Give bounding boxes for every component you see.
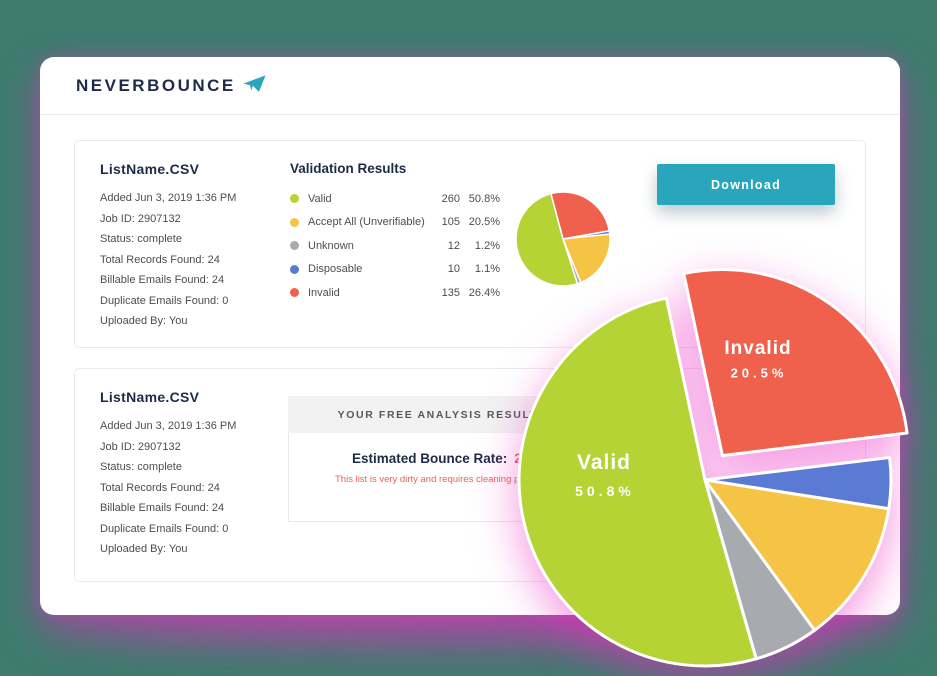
legend-percent: 20.5% — [468, 216, 500, 229]
pie-label-invalid: Invalid — [724, 338, 792, 359]
legend-count: 105 — [441, 216, 460, 229]
list-details: Added Jun 3, 2019 1:36 PM Job ID: 290713… — [100, 188, 236, 332]
download-button[interactable]: Download — [657, 164, 835, 205]
validation-results: Validation Results Valid 260 50.8% Accep… — [290, 161, 530, 305]
legend-dot — [290, 264, 299, 274]
legend-label: Unknown — [308, 239, 354, 252]
small-pie-chart — [515, 191, 611, 287]
detail-line: Job ID: 2907132 — [100, 212, 181, 225]
big-pie-chart: Invalid 20.5% Valid 50.8% — [505, 230, 937, 671]
list-title: ListName.CSV — [100, 389, 200, 405]
detail-line: Total Records Found: 24 — [100, 253, 220, 266]
pie-slice-invalid — [682, 268, 909, 458]
detail-line: Status: complete — [100, 461, 182, 473]
legend-percent: 1.2% — [474, 239, 500, 252]
analysis-body: Estimated Bounce Rate: 2 This list is ver… — [288, 433, 596, 522]
list-info: ListName.CSV Added Jun 3, 2019 1:36 PM J… — [100, 389, 236, 560]
legend-label: Accept All (Unverifiable) — [308, 216, 425, 229]
list-title: ListName.CSV — [100, 161, 200, 177]
pie-slice-invalid — [550, 191, 611, 240]
detail-line: Added Jun 3, 2019 1:36 PM — [100, 420, 237, 432]
pie-label-valid-percent: 50.8% — [575, 483, 635, 499]
pie-slice-accept-all-unverifiable- — [703, 478, 891, 632]
legend-count: 260 — [441, 192, 460, 205]
detail-line: Uploaded By: You — [100, 543, 188, 555]
logo-text: NEVERBOUNCE — [76, 75, 236, 95]
legend-label: Invalid — [308, 286, 340, 299]
app-header: NEVERBOUNCE — [40, 57, 900, 115]
pie-label-valid: Valid — [576, 451, 632, 474]
legend-dot — [290, 217, 299, 227]
legend-row: Valid 260 50.8% — [290, 187, 530, 211]
detail-line: Added Jun 3, 2019 1:36 PM — [100, 192, 237, 204]
legend-row: Unknown 12 1.2% — [290, 234, 530, 258]
bounce-rate-line: Estimated Bounce Rate: 2 — [352, 451, 595, 466]
detail-line: Uploaded By: You — [100, 315, 188, 327]
legend: Valid 260 50.8% Accept All (Unverifiable… — [290, 187, 530, 305]
detail-line: Billable Emails Found: 24 — [100, 274, 225, 286]
logo-send-icon — [243, 74, 266, 98]
legend-count: 12 — [447, 239, 460, 252]
neverbounce-logo[interactable]: NEVERBOUNCE — [76, 74, 266, 98]
bounce-rate-label: Estimated Bounce Rate: — [352, 451, 508, 466]
legend-row: Disposable 10 1.1% — [290, 258, 530, 282]
legend-label: Valid — [308, 192, 332, 205]
bounce-rate-value: 2 — [514, 451, 523, 466]
detail-line: Billable Emails Found: 24 — [100, 502, 225, 514]
pie-slice-accept-all-unverifiable- — [562, 233, 611, 284]
legend-percent: 1.1% — [474, 263, 500, 276]
legend-percent: 50.8% — [468, 192, 500, 205]
list-details: Added Jun 3, 2019 1:36 PM Job ID: 290713… — [100, 416, 236, 560]
legend-percent: 26.4% — [468, 286, 500, 299]
pie-slice-valid — [515, 192, 579, 287]
detail-line: Status: complete — [100, 233, 182, 245]
legend-row: Accept All (Unverifiable) 105 20.5% — [290, 211, 530, 235]
legend-count: 10 — [447, 263, 460, 276]
detail-line: Duplicate Emails Found: 0 — [100, 522, 229, 535]
legend-dot — [290, 194, 299, 204]
pie-slice-valid — [517, 296, 758, 668]
legend-label: Disposable — [308, 263, 363, 276]
pie-label-invalid-percent: 20.5% — [730, 365, 788, 381]
legend-row: Invalid 135 26.4% — [290, 281, 530, 305]
bounce-warning-text: This list is very dirty and requires cle… — [335, 474, 530, 485]
legend-count: 135 — [441, 286, 460, 299]
list-info: ListName.CSV Added Jun 3, 2019 1:36 PM J… — [100, 161, 236, 332]
detail-line: Job ID: 2907132 — [100, 440, 181, 453]
detail-line: Total Records Found: 24 — [100, 481, 220, 494]
legend-dot — [290, 241, 299, 251]
detail-line: Duplicate Emails Found: 0 — [100, 294, 229, 307]
validation-results-title: Validation Results — [290, 161, 407, 176]
legend-dot — [290, 288, 299, 298]
